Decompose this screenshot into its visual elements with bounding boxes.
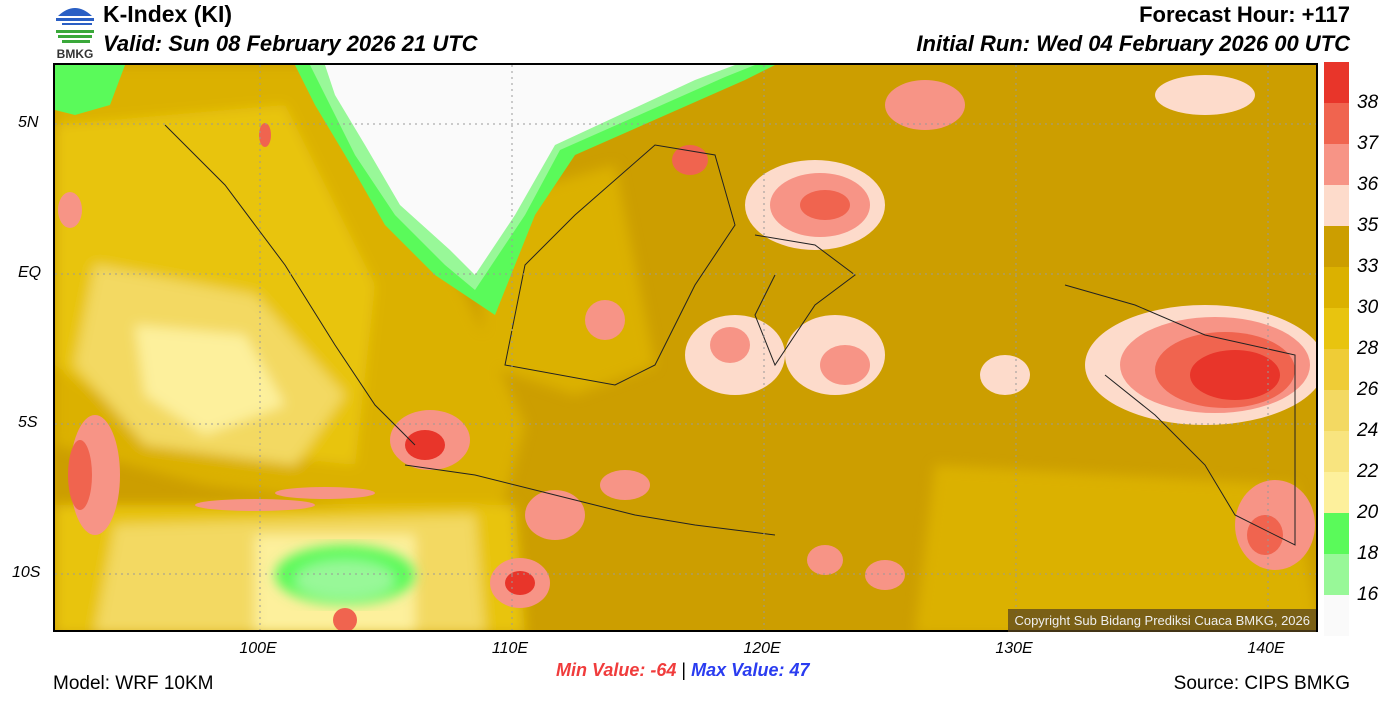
colorbar-label: 37 xyxy=(1357,133,1379,154)
colorbar-bin xyxy=(1324,185,1349,226)
colorbar-bin xyxy=(1324,144,1349,185)
colorbar-bin xyxy=(1324,226,1349,267)
colorbar-label: 28 xyxy=(1357,338,1379,359)
svg-text:BMKG: BMKG xyxy=(57,47,94,60)
model-label: Model: WRF 10KM xyxy=(53,673,214,694)
colorbar-bin xyxy=(1324,62,1349,103)
lon-label: 140E xyxy=(1247,640,1285,657)
colorbar-label: 24 xyxy=(1357,420,1379,441)
min-max-values: Min Value: -64 | Max Value: 47 xyxy=(556,660,809,681)
colorbar-label: 26 xyxy=(1357,379,1379,400)
valid-time: Valid: Sun 08 February 2026 21 UTC xyxy=(103,31,478,56)
bmkg-logo-icon: BMKG xyxy=(56,8,94,61)
lat-label: 5S xyxy=(18,414,38,431)
colorbar-label: 22 xyxy=(1357,461,1379,482)
colorbar-bin xyxy=(1324,513,1349,554)
colorbar-bin xyxy=(1324,308,1349,349)
colorbar-bin xyxy=(1324,267,1349,308)
lat-label: 5N xyxy=(18,114,39,131)
coastlines xyxy=(164,124,1296,546)
colorbar-bin xyxy=(1324,431,1349,472)
initial-run: Initial Run: Wed 04 February 2026 00 UTC xyxy=(916,31,1350,56)
lon-label: 120E xyxy=(743,640,781,657)
lat-label: EQ xyxy=(18,264,42,281)
min-value: Min Value: -64 xyxy=(556,660,677,680)
source-label: Source: CIPS BMKG xyxy=(1173,673,1350,694)
colorbar-bin xyxy=(1324,595,1349,636)
separator: | xyxy=(681,660,687,680)
map-field xyxy=(55,65,1316,630)
colorbar-bin xyxy=(1324,103,1349,144)
bmkg-logo: BMKG xyxy=(52,2,98,61)
colorbar-bin xyxy=(1324,554,1349,595)
lat-label: 10S xyxy=(12,564,41,581)
lon-label: 130E xyxy=(995,640,1033,657)
colorbar xyxy=(1324,62,1349,636)
colorbar-label: 30 xyxy=(1357,297,1379,318)
k-index-map xyxy=(53,63,1318,632)
colorbar-bin xyxy=(1324,349,1349,390)
colorbar-bin xyxy=(1324,390,1349,431)
colorbar-label: 20 xyxy=(1357,502,1379,523)
colorbar-label: 16 xyxy=(1357,584,1379,605)
colorbar-label: 36 xyxy=(1357,174,1379,195)
gridlines xyxy=(55,65,1316,630)
colorbar-label: 35 xyxy=(1357,215,1379,236)
colorbar-label: 38 xyxy=(1357,92,1379,113)
high-k-index-areas xyxy=(58,75,1316,630)
forecast-hour: Forecast Hour: +117 xyxy=(1139,2,1350,27)
lon-label: 100E xyxy=(239,640,277,657)
colorbar-bin xyxy=(1324,472,1349,513)
map-title: K-Index (KI) xyxy=(103,1,233,27)
colorbar-label: 18 xyxy=(1357,543,1379,564)
max-value: Max Value: 47 xyxy=(691,660,810,680)
copyright-notice: Copyright Sub Bidang Prediksi Cuaca BMKG… xyxy=(1008,609,1316,632)
colorbar-label: 33 xyxy=(1357,256,1379,277)
lon-label: 110E xyxy=(491,640,529,657)
